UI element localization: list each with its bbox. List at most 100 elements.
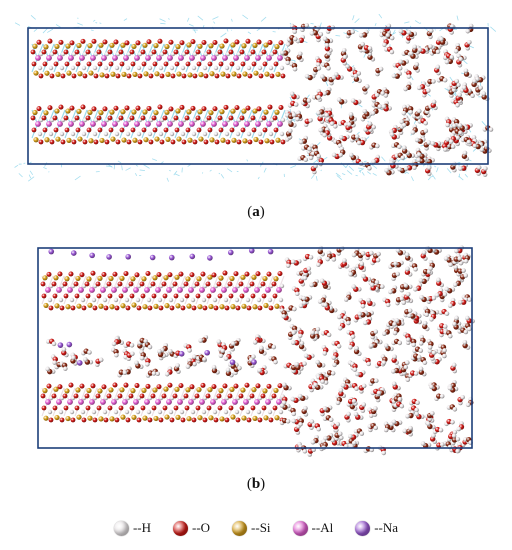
atom-o xyxy=(228,49,234,55)
atom-o xyxy=(107,49,113,55)
atom-o xyxy=(118,405,124,411)
atom-h xyxy=(113,409,119,415)
atom-o xyxy=(96,49,102,55)
atom-h xyxy=(319,278,325,284)
atom-o xyxy=(222,383,228,389)
atom-h xyxy=(318,31,324,37)
atom-o xyxy=(80,104,86,110)
atom-h xyxy=(423,120,428,126)
atom-o xyxy=(278,40,284,46)
atom-al xyxy=(211,121,217,127)
atom-o xyxy=(244,382,250,388)
atom-h xyxy=(223,356,229,361)
atom-h xyxy=(349,152,354,158)
atom-si xyxy=(274,303,280,309)
atom-o xyxy=(238,281,244,287)
atom-o xyxy=(141,127,147,133)
atom-o xyxy=(173,49,179,55)
atom-h xyxy=(230,341,236,346)
atom-h xyxy=(367,165,372,171)
atom-o xyxy=(115,139,121,145)
atom-o xyxy=(178,383,184,389)
atom-h xyxy=(461,268,466,273)
atom-h xyxy=(407,308,413,313)
atom-al xyxy=(233,121,239,127)
atom-h xyxy=(164,371,170,377)
atom-si xyxy=(219,304,225,310)
atom-h xyxy=(447,333,453,339)
atom-h xyxy=(224,65,230,71)
atom-h xyxy=(87,350,92,355)
atom-h xyxy=(438,427,444,433)
atom-o xyxy=(41,49,47,55)
atom-h xyxy=(235,65,241,71)
atom-h xyxy=(295,116,300,122)
atom-al xyxy=(200,55,206,61)
atom-o xyxy=(38,73,44,79)
atom-o xyxy=(173,405,179,411)
atom-al xyxy=(35,55,41,61)
atom-h xyxy=(147,131,153,137)
atom-h xyxy=(380,91,385,96)
atom-o xyxy=(460,299,467,305)
atom-si xyxy=(98,303,104,309)
atom-h xyxy=(310,439,316,445)
atom-o xyxy=(30,115,36,121)
atom-ob xyxy=(462,342,468,349)
atom-na xyxy=(57,342,64,348)
atom-o xyxy=(38,139,44,145)
atom-o xyxy=(273,127,279,133)
atom-o xyxy=(280,73,286,79)
atom-h xyxy=(92,65,98,71)
atom-h xyxy=(213,131,219,137)
hydrogen-atom-icon xyxy=(113,520,129,536)
atom-o xyxy=(205,393,211,399)
atom-o xyxy=(47,38,53,44)
atom-h xyxy=(337,431,343,437)
atom-ob xyxy=(436,393,442,399)
atom-h xyxy=(278,297,284,303)
atom-h xyxy=(426,165,432,170)
atom-si xyxy=(42,388,48,394)
atom-si xyxy=(275,71,281,77)
atom-o xyxy=(95,281,101,287)
atom-si xyxy=(88,138,94,144)
atom-si xyxy=(231,71,237,77)
atom-h xyxy=(70,131,76,137)
atom-o xyxy=(117,281,123,287)
atom-h xyxy=(268,131,274,137)
atom-o xyxy=(107,115,113,121)
atom-h xyxy=(83,357,88,362)
atom-o xyxy=(85,293,91,299)
atom-ob xyxy=(113,349,119,355)
atom-o xyxy=(224,305,230,311)
atom-h xyxy=(405,291,411,297)
atom-o xyxy=(52,405,58,411)
atom-si xyxy=(64,276,70,282)
atom-h xyxy=(456,53,461,59)
atom-o xyxy=(129,405,135,411)
atom-o xyxy=(202,305,208,311)
atom-o xyxy=(85,115,91,121)
atom-o xyxy=(156,384,162,390)
atom-o xyxy=(48,305,54,311)
atom-si xyxy=(65,108,71,114)
atom-si xyxy=(186,42,192,48)
atom-o xyxy=(112,382,118,388)
atom-si xyxy=(207,387,213,393)
simulation-box-a xyxy=(14,14,497,182)
atom-o xyxy=(239,293,245,299)
atom-si xyxy=(209,71,215,77)
atom-si xyxy=(153,303,159,309)
atom-h xyxy=(394,318,400,323)
atom-h xyxy=(225,367,231,373)
atom-h xyxy=(360,251,366,256)
atom-si xyxy=(218,388,224,394)
atom-o xyxy=(107,405,113,411)
atom-h xyxy=(385,302,391,308)
atom-h xyxy=(403,86,408,92)
atom-h xyxy=(405,340,411,346)
atom-h xyxy=(389,132,395,137)
atom-h xyxy=(439,36,444,42)
atom-si xyxy=(121,137,127,143)
